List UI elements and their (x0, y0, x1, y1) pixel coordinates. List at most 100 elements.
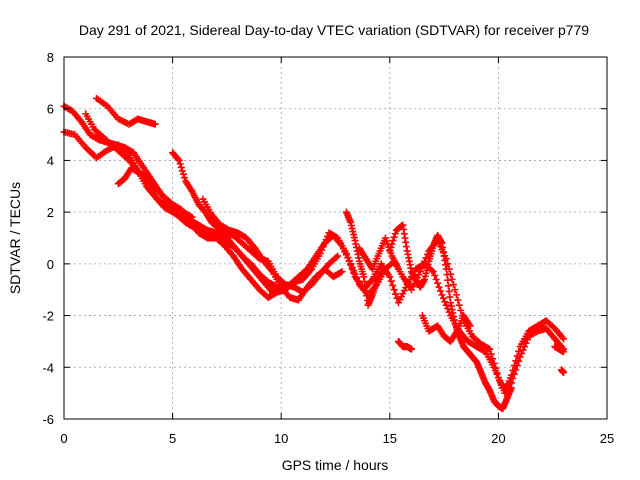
data-point (486, 345, 494, 353)
data-point (494, 374, 502, 382)
data-point (457, 306, 465, 314)
data-point (387, 277, 395, 285)
data-point (338, 268, 346, 276)
y-tick-label: 8 (47, 50, 54, 65)
data-point (435, 283, 443, 291)
data-point (348, 265, 356, 273)
data-point (321, 239, 329, 247)
data-point (429, 268, 437, 276)
data-point (518, 349, 526, 357)
data-point (391, 230, 399, 238)
data-point (345, 257, 353, 265)
data-point (444, 305, 452, 313)
data-point (466, 322, 474, 330)
series-track-12 (355, 234, 402, 273)
data-point (560, 335, 568, 343)
data-point (432, 275, 440, 283)
data-point (151, 120, 159, 128)
data-point (509, 374, 517, 382)
y-tick-label: 2 (47, 205, 54, 220)
data-point (454, 296, 462, 304)
series-track-7 (199, 195, 346, 304)
data-point (442, 301, 450, 309)
x-tick-label: 15 (383, 431, 397, 446)
x-tick-label: 5 (169, 431, 176, 446)
data-point (188, 213, 196, 221)
data-point (452, 291, 460, 299)
data-point (271, 282, 279, 290)
data-point (332, 253, 340, 261)
data-point (496, 377, 504, 385)
data-point (434, 279, 442, 287)
y-tick-labels: -6 -4 -2 0 2 4 6 8 (42, 50, 54, 427)
data-point (450, 281, 458, 289)
data-point (394, 265, 402, 273)
grid-lines (64, 57, 607, 419)
y-tick-label: 6 (47, 102, 54, 117)
data-point (377, 268, 385, 276)
data-point (175, 156, 183, 164)
x-tick-label: 20 (491, 431, 505, 446)
data-point (386, 273, 394, 281)
y-tick-label: -2 (42, 309, 54, 324)
data-point (560, 368, 568, 376)
series-track-3 (93, 94, 159, 128)
data-point (177, 163, 185, 171)
data-point (408, 345, 416, 353)
series-track-11 (418, 312, 474, 345)
data-point (181, 174, 189, 182)
data-point (174, 155, 182, 163)
data-point (431, 271, 439, 279)
y-tick-label: 0 (47, 257, 54, 272)
series-track-13 (551, 343, 568, 356)
x-tick-label: 0 (60, 431, 67, 446)
data-point (515, 357, 523, 365)
series-track-10 (394, 337, 416, 353)
data-point (448, 275, 456, 283)
data-point (390, 233, 398, 241)
data-point (519, 346, 527, 354)
data-point (337, 268, 345, 276)
data-point (187, 212, 195, 220)
chart-title: Day 291 of 2021, Sidereal Day-to-day VTE… (79, 22, 589, 38)
data-point (510, 370, 518, 378)
series-track-14 (557, 366, 568, 376)
data-point (523, 336, 531, 344)
data-point (342, 250, 350, 258)
data-point (389, 237, 397, 245)
x-tick-label: 25 (600, 431, 614, 446)
data-point (344, 253, 352, 261)
series-track-8 (342, 208, 385, 309)
data-point (506, 380, 514, 388)
data-point (560, 348, 568, 356)
y-axis-label: SDTVAR / TECUs (7, 182, 23, 294)
data-point (334, 252, 342, 260)
y-tick-label: 4 (47, 153, 54, 168)
data-point (438, 291, 446, 299)
data-point (513, 362, 521, 370)
axis-ticks (63, 56, 608, 420)
series-track-5 (114, 164, 196, 221)
x-axis-label: GPS time / hours (282, 457, 389, 473)
data-point (522, 339, 530, 347)
data-point (455, 301, 463, 309)
x-tick-labels: 0 5 10 15 20 25 (60, 431, 614, 446)
data-point (392, 290, 400, 298)
plot-frame (63, 56, 608, 420)
data-series (60, 94, 568, 413)
y-tick-label: -4 (42, 360, 54, 375)
data-point (512, 366, 520, 374)
data-point (318, 246, 326, 254)
y-tick-label: -6 (42, 412, 54, 427)
data-point (520, 343, 528, 351)
data-point (347, 261, 355, 269)
data-point (350, 269, 358, 277)
data-point (316, 250, 324, 258)
data-point (507, 384, 515, 392)
data-point (492, 367, 500, 375)
data-point (179, 170, 187, 178)
data-point (319, 243, 327, 251)
data-point (493, 370, 501, 378)
